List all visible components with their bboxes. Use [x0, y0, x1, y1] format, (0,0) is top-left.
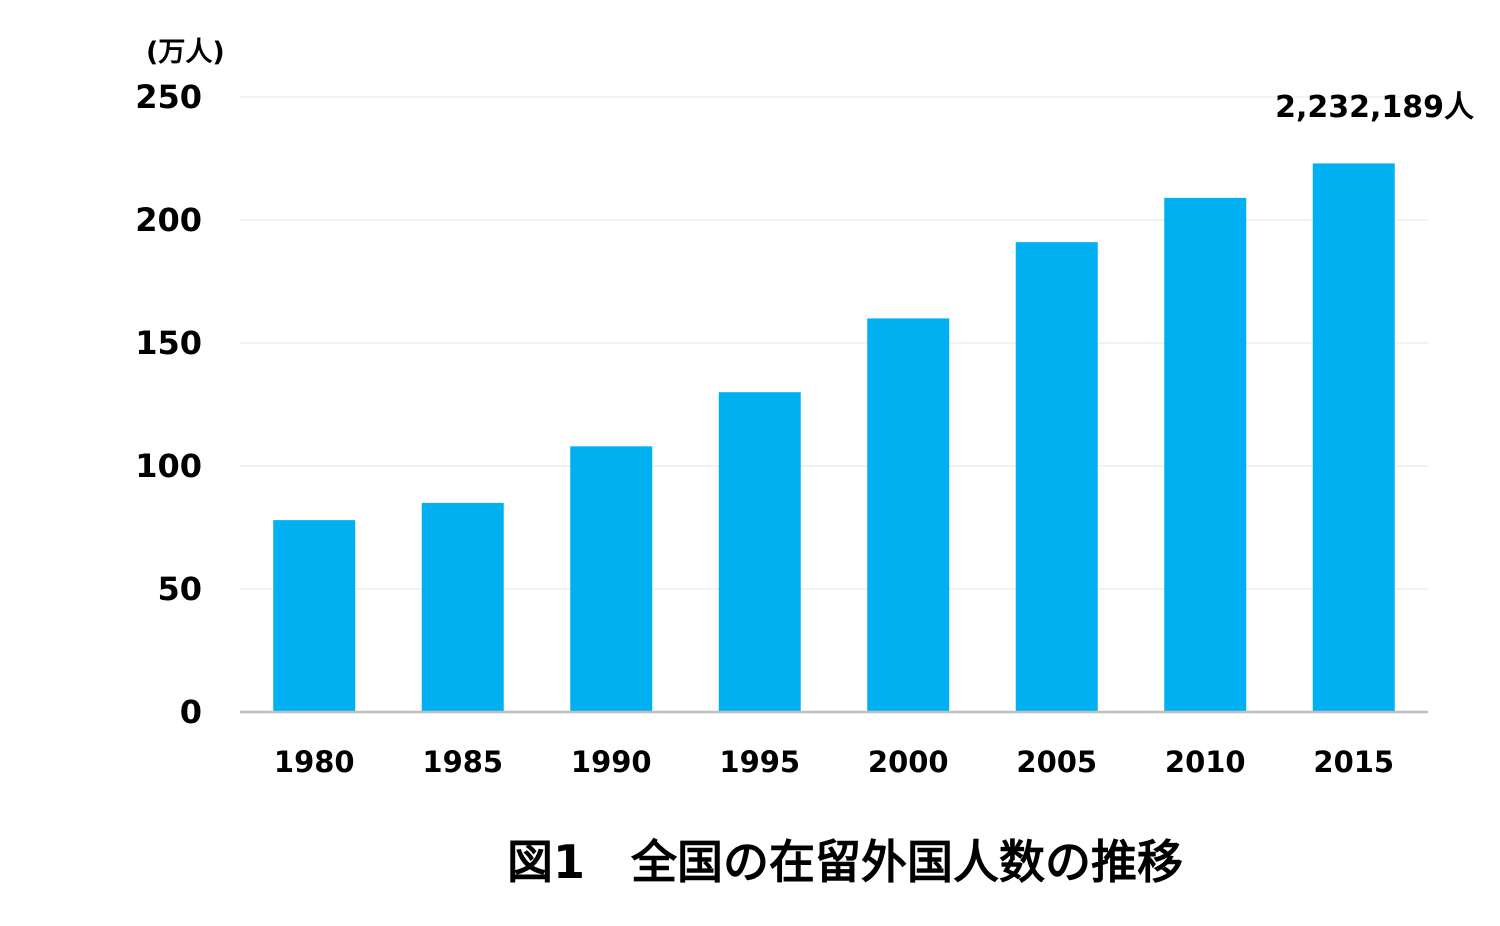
x-tick-label: 1980: [274, 745, 355, 779]
y-axis-unit-label: (万人): [146, 37, 225, 68]
bar-1980: [273, 520, 356, 712]
y-tick-label: 150: [135, 324, 202, 362]
y-tick-label: 0: [180, 693, 202, 731]
x-tick-label: 1995: [719, 745, 800, 779]
y-axis-ticks: 0 50 100 150 200 250: [135, 78, 202, 731]
bar-1990: [570, 446, 653, 712]
bar-1995: [718, 392, 801, 712]
chart-caption: 図1 全国の在留外国人数の推移: [506, 835, 1183, 889]
bars: [273, 163, 1395, 713]
y-tick-label: 250: [135, 78, 202, 116]
bar-2015: [1312, 163, 1395, 713]
x-axis-ticks: 1980 1985 1990 1995 2000 2005 2010 2015: [274, 745, 1394, 779]
y-tick-label: 100: [135, 447, 202, 485]
x-tick-label: 1985: [422, 745, 503, 779]
bar-2005: [1015, 242, 1098, 712]
x-tick-label: 2000: [868, 745, 949, 779]
x-tick-label: 2010: [1165, 745, 1246, 779]
y-tick-label: 50: [157, 570, 202, 608]
x-tick-label: 1990: [571, 745, 652, 779]
x-tick-label: 2015: [1313, 745, 1394, 779]
bar-2000: [867, 318, 950, 712]
bar-2010: [1164, 197, 1247, 713]
total-annotation: 2,232,189人: [1275, 90, 1474, 125]
gridlines: [240, 96, 1428, 590]
y-tick-label: 200: [135, 201, 202, 239]
bar-1985: [421, 502, 504, 712]
x-tick-label: 2005: [1016, 745, 1097, 779]
